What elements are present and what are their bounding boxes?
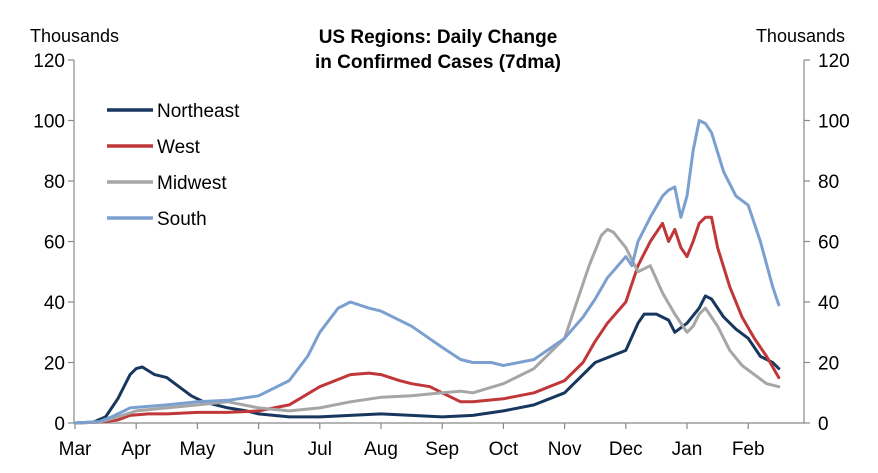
series-line-midwest [73,227,781,425]
x-tick-label: Nov [548,439,582,460]
left-tick-label: 40 [44,293,65,314]
right-axis-ticks: 0 20 40 60 80 100 120 [804,51,850,435]
right-axis-unit: Thousands [756,26,845,46]
x-tick-label: Apr [121,439,151,460]
series-line-west [73,215,781,425]
x-tick-label: Jul [308,439,332,460]
right-tick-label: 40 [818,293,839,314]
chart-title-line-1: US Regions: Daily Change [319,27,558,48]
series-line-south [73,119,781,425]
right-tick-label: 100 [818,112,850,133]
left-tick-label: 0 [54,414,65,435]
x-axis-ticks: Mar Apr May Jun Jul Aug Sep Oct Nov Dec Jan Feb [59,423,765,460]
left-tick-label: 60 [44,233,65,254]
x-tick-label: Feb [732,439,765,460]
series-line-northeast [73,294,781,425]
x-tick-label: Mar [59,439,92,460]
x-tick-label: May [179,439,215,460]
legend-label-west: West [157,137,201,158]
right-tick-label: 120 [818,51,850,72]
x-tick-label: Oct [489,439,519,460]
chart-title: US Regions: Daily Change in Confirmed Ca… [315,27,561,73]
legend-label-northeast: Northeast [157,101,240,122]
right-tick-label: 60 [818,233,839,254]
left-axis-unit: Thousands [30,26,119,46]
legend: Northeast West Midwest South [107,101,240,230]
chart-title-line-2: in Confirmed Cases (7dma) [315,52,561,73]
x-tick-label: Sep [425,439,459,460]
right-tick-label: 0 [818,414,829,435]
left-axis-ticks: 0 20 40 60 80 100 120 [33,51,74,435]
left-tick-label: 80 [44,172,65,193]
x-tick-label: Jun [243,439,274,460]
left-tick-label: 120 [33,51,65,72]
right-tick-label: 80 [818,172,839,193]
series-lines [73,119,781,425]
right-tick-label: 20 [818,354,839,375]
x-tick-label: Jan [672,439,703,460]
legend-label-south: South [157,209,207,230]
x-tick-label: Dec [609,439,643,460]
x-tick-label: Aug [364,439,398,460]
left-tick-label: 20 [44,354,65,375]
legend-label-midwest: Midwest [157,173,227,194]
left-tick-label: 100 [33,112,65,133]
